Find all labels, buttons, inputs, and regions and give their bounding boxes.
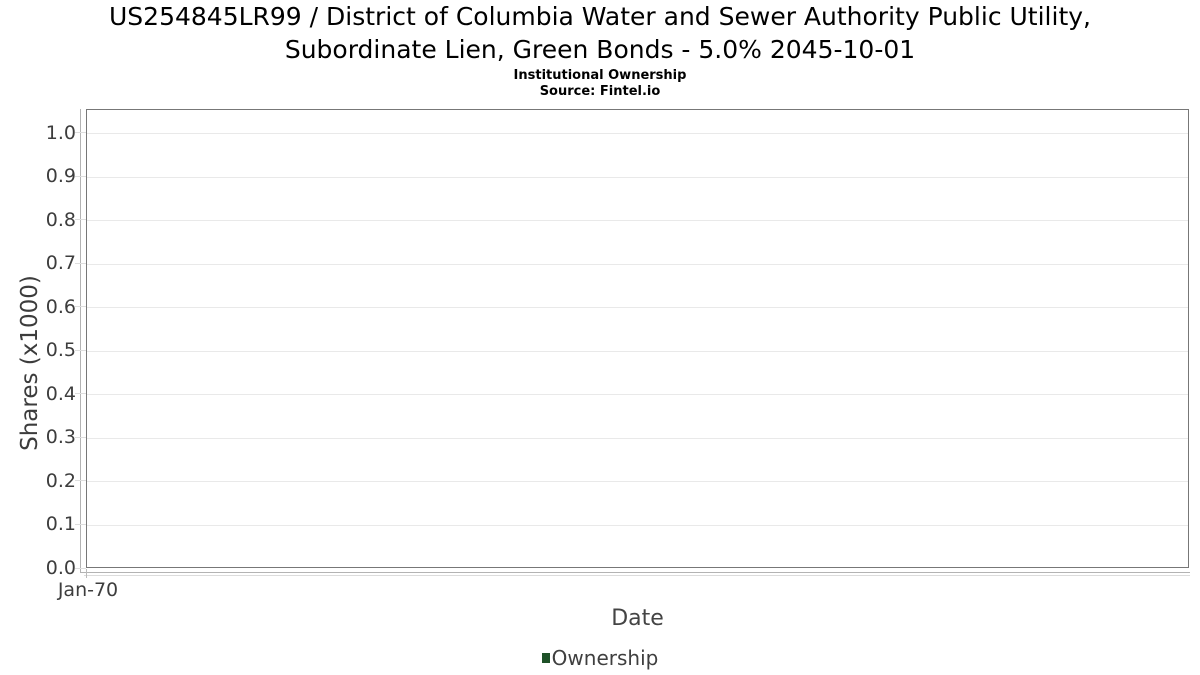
y-tick-label: 0.4 [45, 382, 76, 405]
x-axis-line [80, 572, 1190, 573]
chart-source: Source: Fintel.io [539, 84, 661, 99]
chart-title-line-2: Subordinate Lien, Green Bonds - 5.0% 204… [284, 35, 916, 64]
y-tick-label: 0.9 [45, 165, 76, 188]
y-tick-mark [75, 436, 86, 438]
x-axis-shadow [84, 575, 1190, 576]
legend-square-icon [541, 653, 550, 663]
gridline [87, 437, 1188, 439]
y-tick-mark [75, 219, 86, 221]
gridline [87, 220, 1188, 222]
x-axis-title: Date [611, 606, 664, 631]
gridline [87, 481, 1188, 483]
gridline [87, 263, 1188, 265]
y-tick-label: 0.6 [45, 295, 76, 318]
gridline [87, 394, 1188, 396]
gridline [87, 176, 1188, 178]
y-axis-line [80, 109, 81, 573]
y-tick-mark [75, 175, 86, 177]
y-tick-mark [75, 480, 86, 482]
chart-title-line-1: US254845LR99 / District of Columbia Wate… [109, 2, 1091, 31]
x-tick-mark [86, 569, 87, 578]
gridline [87, 133, 1188, 135]
y-tick-mark [75, 567, 86, 569]
y-tick-label: 0.8 [45, 208, 76, 231]
y-tick-mark [75, 393, 86, 395]
y-tick-label: 0.7 [45, 252, 76, 275]
y-tick-label: 0.0 [45, 557, 76, 579]
y-tick-mark [75, 262, 86, 264]
y-tick-label: 1.0 [45, 121, 76, 144]
y-tick-mark [75, 306, 86, 308]
x-tick-label: Jan-70 [57, 579, 119, 601]
y-tick-label: 0.2 [45, 469, 76, 492]
chart-subtitle: Institutional Ownership [513, 68, 687, 83]
gridline [87, 307, 1188, 309]
y-tick-mark [75, 349, 86, 351]
plot-area [86, 109, 1189, 568]
y-tick-mark [75, 132, 86, 134]
y-tick-label: 0.5 [45, 339, 76, 362]
gridline [87, 524, 1188, 526]
y-tick-label: 0.1 [45, 513, 76, 536]
gridline [87, 350, 1188, 352]
legend: Ownership [0, 645, 1200, 671]
y-tick-label: 0.3 [45, 426, 76, 449]
legend-label: Ownership [551, 646, 659, 670]
y-tick-mark [75, 523, 86, 525]
